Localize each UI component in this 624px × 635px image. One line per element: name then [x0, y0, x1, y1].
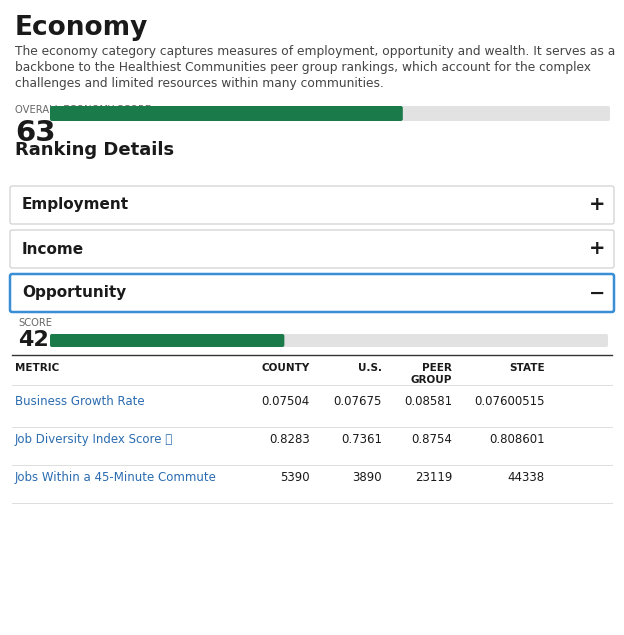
Text: Opportunity: Opportunity [22, 286, 126, 300]
FancyBboxPatch shape [10, 186, 614, 224]
Text: 0.07600515: 0.07600515 [474, 395, 545, 408]
Text: Economy: Economy [15, 15, 149, 41]
Text: Employment: Employment [22, 197, 129, 213]
Text: 0.07504: 0.07504 [261, 395, 310, 408]
Text: Business Growth Rate: Business Growth Rate [15, 395, 145, 408]
Text: 0.8754: 0.8754 [411, 433, 452, 446]
Text: Ranking Details: Ranking Details [15, 141, 174, 159]
Text: challenges and limited resources within many communities.: challenges and limited resources within … [15, 77, 384, 90]
Text: COUNTY: COUNTY [261, 363, 310, 373]
Text: U.S.: U.S. [358, 363, 382, 373]
Text: STATE: STATE [509, 363, 545, 373]
Text: Job Diversity Index Score ⓘ: Job Diversity Index Score ⓘ [15, 433, 173, 446]
Text: 63: 63 [15, 119, 56, 147]
FancyBboxPatch shape [50, 106, 610, 121]
FancyBboxPatch shape [10, 230, 614, 268]
Text: 23119: 23119 [414, 471, 452, 484]
Text: 0.808601: 0.808601 [489, 433, 545, 446]
Text: 44338: 44338 [508, 471, 545, 484]
Text: Jobs Within a 45-Minute Commute: Jobs Within a 45-Minute Commute [15, 471, 217, 484]
Text: +: + [588, 239, 605, 258]
Text: 0.07675: 0.07675 [334, 395, 382, 408]
Text: backbone to the Healthiest Communities peer group rankings, which account for th: backbone to the Healthiest Communities p… [15, 61, 591, 74]
Text: 3890: 3890 [353, 471, 382, 484]
FancyBboxPatch shape [10, 274, 614, 312]
Text: PEER
GROUP: PEER GROUP [411, 363, 452, 385]
FancyBboxPatch shape [50, 334, 285, 347]
Text: +: + [588, 196, 605, 215]
Text: 5390: 5390 [280, 471, 310, 484]
Text: 0.7361: 0.7361 [341, 433, 382, 446]
FancyBboxPatch shape [50, 334, 608, 347]
FancyBboxPatch shape [50, 106, 403, 121]
Text: The economy category captures measures of employment, opportunity and wealth. It: The economy category captures measures o… [15, 45, 615, 58]
Text: 0.8283: 0.8283 [269, 433, 310, 446]
Text: OVERALL ECONOMY SCORE: OVERALL ECONOMY SCORE [15, 105, 151, 115]
Text: −: − [588, 283, 605, 302]
Text: METRIC: METRIC [15, 363, 59, 373]
Text: 42: 42 [18, 330, 49, 350]
Text: SCORE: SCORE [18, 318, 52, 328]
Text: 0.08581: 0.08581 [404, 395, 452, 408]
Text: Income: Income [22, 241, 84, 257]
